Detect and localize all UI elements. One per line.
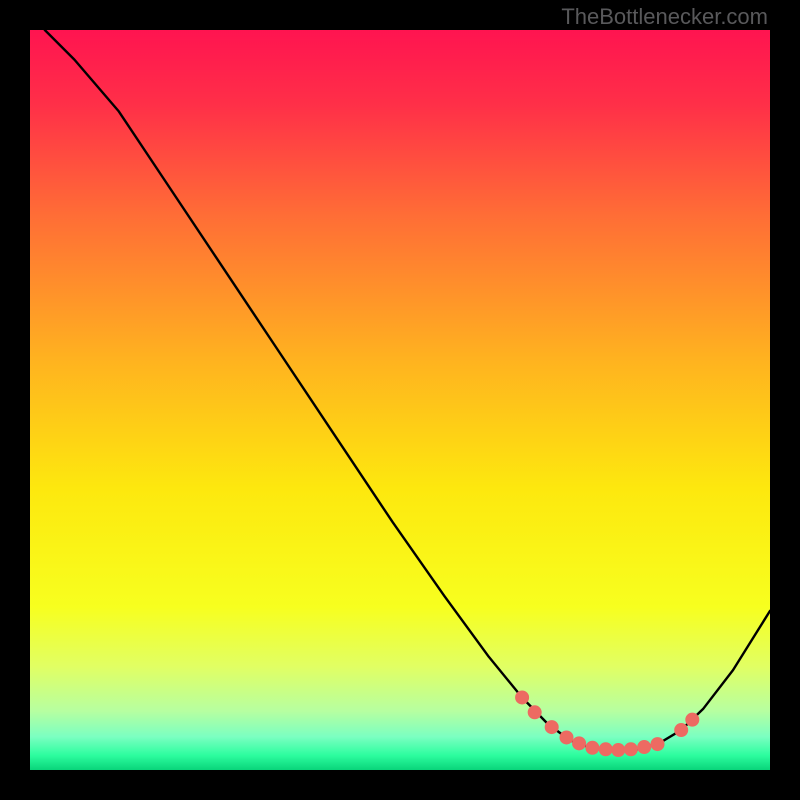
- curve-marker: [686, 713, 699, 726]
- curve-marker: [586, 741, 599, 754]
- plot-area: [30, 30, 770, 770]
- curve-marker: [573, 737, 586, 750]
- curve-marker: [612, 744, 625, 757]
- bottleneck-curve: [45, 30, 770, 751]
- watermark-text: TheBottlenecker.com: [561, 4, 768, 30]
- curve-marker: [516, 691, 529, 704]
- marker-group: [516, 691, 699, 757]
- curve-marker: [638, 741, 651, 754]
- curve-marker: [560, 731, 573, 744]
- curve-marker: [675, 724, 688, 737]
- curve-marker: [528, 706, 541, 719]
- curve-marker: [651, 738, 664, 751]
- curve-marker: [545, 721, 558, 734]
- curve-marker: [599, 743, 612, 756]
- chart-frame: TheBottlenecker.com: [0, 0, 800, 800]
- chart-svg-overlay: [30, 30, 770, 770]
- curve-marker: [624, 743, 637, 756]
